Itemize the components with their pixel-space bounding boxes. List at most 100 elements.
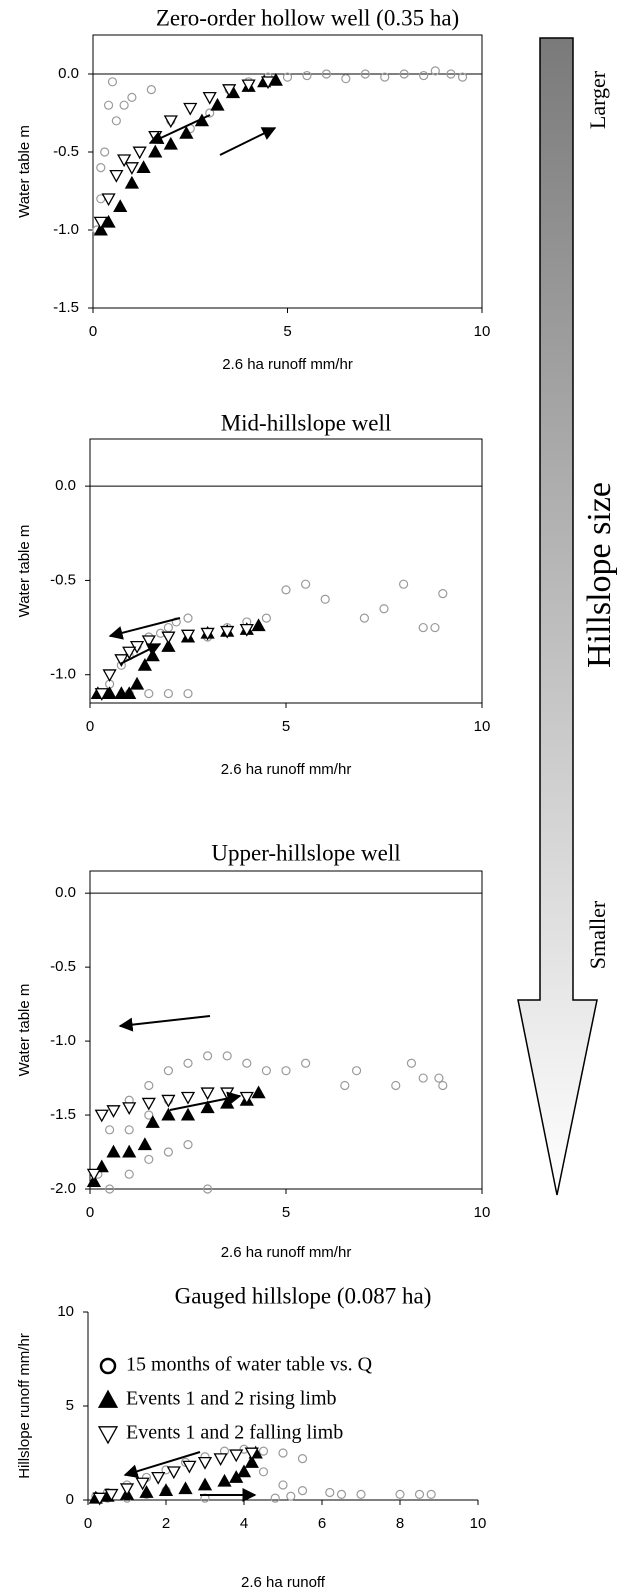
point xyxy=(106,1105,121,1118)
point xyxy=(94,688,109,701)
arrow-bottom-label: Smaller xyxy=(585,900,610,969)
point xyxy=(161,1107,176,1121)
point xyxy=(251,1085,266,1099)
point xyxy=(430,66,440,76)
y-tick-label: 0.0 xyxy=(55,477,76,494)
point xyxy=(163,688,173,699)
point xyxy=(244,1447,259,1461)
point xyxy=(144,1110,154,1120)
size-arrow xyxy=(517,37,598,1196)
point xyxy=(210,97,225,111)
point xyxy=(122,1144,137,1158)
trend-arrow xyxy=(219,127,277,156)
x-tick-label: 2 xyxy=(162,1515,170,1532)
x-tick-label: 10 xyxy=(470,1515,487,1532)
point xyxy=(286,1491,296,1501)
point xyxy=(203,1184,213,1194)
arrow-top-label: Larger xyxy=(585,70,610,129)
x-tick-label: 10 xyxy=(474,323,491,340)
chart-title: Mid-hillslope well xyxy=(221,410,392,435)
point xyxy=(239,624,254,637)
point xyxy=(183,1058,193,1068)
x-tick-label: 0 xyxy=(86,718,94,735)
x-axis-label: 2.6 ha runoff mm/hr xyxy=(222,356,353,373)
x-tick-label: 0 xyxy=(86,1204,94,1221)
legend-marker xyxy=(97,1389,119,1408)
point xyxy=(144,688,154,699)
point xyxy=(104,1184,115,1194)
y-tick-label: -0.5 xyxy=(50,571,76,588)
point xyxy=(360,69,370,79)
legend-label: Events 1 and 2 falling limb xyxy=(126,1422,343,1444)
point xyxy=(278,1480,288,1490)
point xyxy=(200,1087,215,1101)
point xyxy=(124,175,140,189)
point xyxy=(183,613,193,623)
plot-frame xyxy=(89,438,483,704)
point xyxy=(102,669,117,683)
point xyxy=(457,72,468,82)
point xyxy=(122,1102,137,1115)
point xyxy=(104,1488,119,1502)
chart-title: Zero-order hollow well (0.35 ha) xyxy=(156,5,459,30)
x-axis-label: 2.6 ha runoff mm/hr xyxy=(221,761,352,778)
y-tick-label: -1.5 xyxy=(50,1106,76,1123)
point xyxy=(200,627,215,641)
point xyxy=(414,1489,425,1499)
trend-arrow xyxy=(123,1451,201,1478)
point xyxy=(426,1489,436,1499)
point xyxy=(258,1446,269,1456)
point xyxy=(270,1493,280,1503)
point xyxy=(161,1094,176,1108)
point xyxy=(141,635,156,649)
point xyxy=(258,1467,269,1477)
point xyxy=(163,1147,173,1157)
point xyxy=(430,622,440,633)
point xyxy=(124,1125,134,1135)
arrow-label: Hillslope size xyxy=(581,482,618,668)
point xyxy=(100,147,110,157)
point xyxy=(183,102,198,116)
point xyxy=(124,1169,134,1179)
x-axis-label: 2.6 ha runoff xyxy=(241,1574,326,1591)
x-tick-label: 5 xyxy=(282,718,290,735)
point xyxy=(321,69,331,79)
x-tick-label: 0 xyxy=(89,323,97,340)
point xyxy=(399,69,409,79)
point xyxy=(145,648,160,662)
point xyxy=(297,1454,308,1464)
x-tick-label: 5 xyxy=(283,323,291,340)
point xyxy=(109,169,124,183)
y-tick-label: 10 xyxy=(57,1303,74,1320)
point xyxy=(325,1487,335,1498)
point xyxy=(180,1107,196,1121)
point xyxy=(356,1489,366,1499)
point xyxy=(336,1489,347,1499)
point xyxy=(203,1051,213,1061)
point xyxy=(171,617,181,627)
point xyxy=(93,216,108,230)
point xyxy=(135,1477,150,1491)
point xyxy=(122,646,137,660)
point xyxy=(141,1097,156,1111)
point xyxy=(114,654,129,667)
trend-arrow xyxy=(119,643,162,665)
point xyxy=(178,1481,193,1495)
point xyxy=(166,1466,181,1480)
point xyxy=(236,1464,252,1478)
y-axis-label: Hillslope runoff mm/hr xyxy=(16,1333,33,1479)
point xyxy=(132,146,147,160)
point xyxy=(419,70,429,81)
point xyxy=(148,144,163,158)
point xyxy=(183,1140,193,1150)
point xyxy=(144,1080,154,1091)
point xyxy=(251,618,266,632)
x-axis-label: 2.6 ha runoff mm/hr xyxy=(221,1244,352,1261)
point xyxy=(107,77,118,87)
y-axis-label: Water table m xyxy=(16,984,33,1077)
point xyxy=(101,193,116,207)
point xyxy=(117,154,132,168)
point xyxy=(101,214,116,228)
point xyxy=(380,72,390,82)
